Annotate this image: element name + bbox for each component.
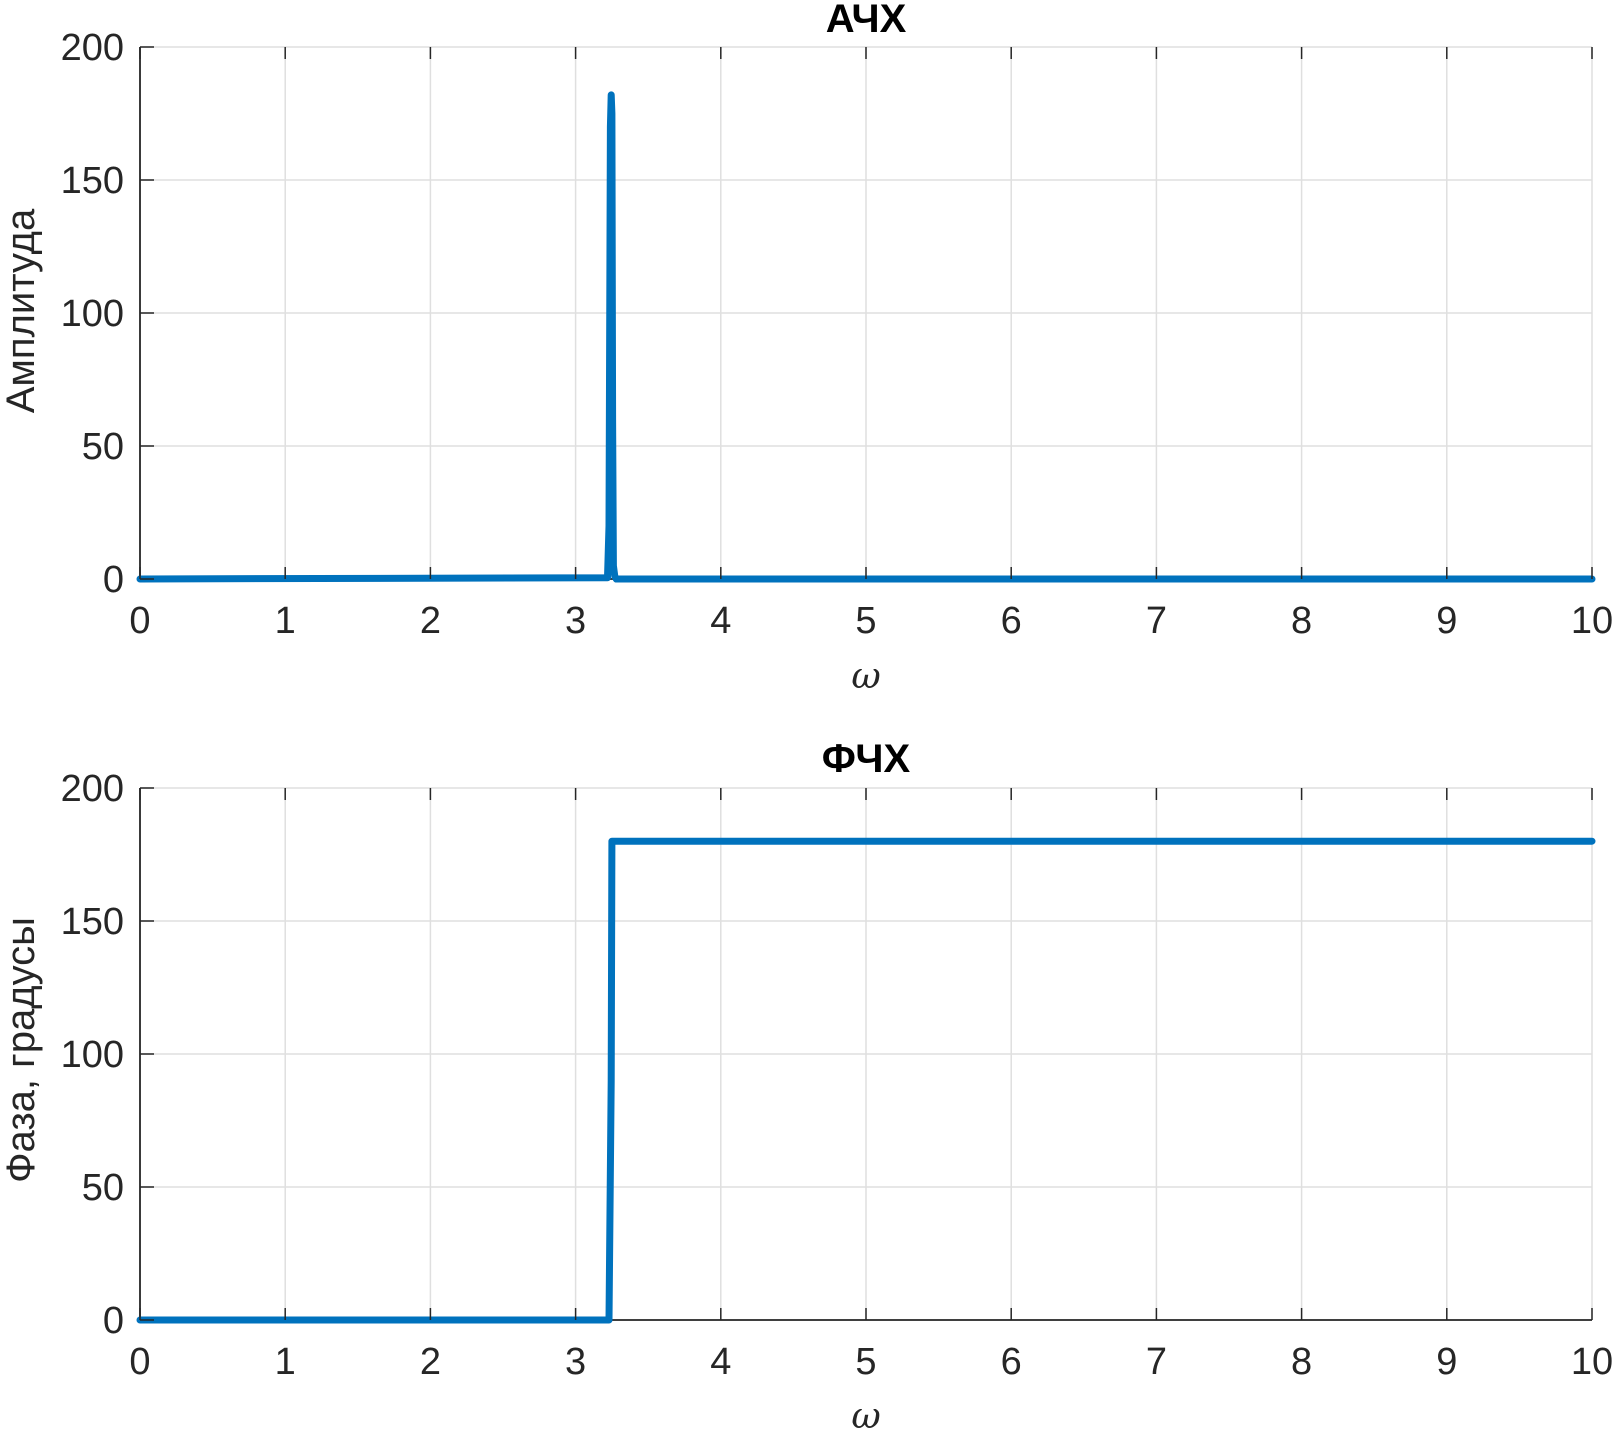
x-tick-label: 8 bbox=[1291, 600, 1312, 642]
series-line bbox=[136, 91, 1596, 583]
y-tick-label: 200 bbox=[61, 768, 124, 810]
y-tick-label: 100 bbox=[61, 1034, 124, 1076]
y-tick-label: 150 bbox=[61, 160, 124, 202]
y-tick-label: 50 bbox=[82, 426, 124, 468]
x-tick-label: 8 bbox=[1291, 1341, 1312, 1383]
x-tick-label: 10 bbox=[1571, 1341, 1613, 1383]
y-axis-label: Фаза, градусы bbox=[0, 917, 43, 1183]
grid bbox=[139, 46, 1593, 580]
y-tick-label: 0 bbox=[103, 559, 124, 601]
x-axis-label: ω bbox=[851, 656, 880, 697]
x-tick-label: 9 bbox=[1436, 600, 1457, 642]
x-tick-label: 3 bbox=[565, 600, 586, 642]
x-tick-label: 6 bbox=[1001, 600, 1022, 642]
chart-title: ФЧХ bbox=[822, 737, 911, 781]
series-line bbox=[136, 837, 1596, 1324]
y-tick-label: 0 bbox=[103, 1300, 124, 1342]
x-tick-label: 7 bbox=[1146, 1341, 1167, 1383]
series bbox=[136, 91, 1596, 583]
y-axis-label: Амплитуда bbox=[0, 208, 43, 413]
y-tick-label: 100 bbox=[61, 293, 124, 335]
x-tick-label: 6 bbox=[1001, 1341, 1022, 1383]
x-tick-label: 0 bbox=[129, 1341, 150, 1383]
x-tick-label: 10 bbox=[1571, 600, 1613, 642]
x-tick-label: 2 bbox=[420, 1341, 441, 1383]
x-tick-label: 4 bbox=[710, 1341, 731, 1383]
x-tick-label: 5 bbox=[855, 1341, 876, 1383]
x-axis-label: ω bbox=[851, 1396, 880, 1432]
x-tick-label: 9 bbox=[1436, 1341, 1457, 1383]
x-tick-label: 2 bbox=[420, 600, 441, 642]
chart-title: АЧХ bbox=[826, 0, 907, 41]
x-tick-label: 4 bbox=[710, 600, 731, 642]
grid bbox=[139, 787, 1593, 1321]
series bbox=[136, 837, 1596, 1324]
x-tick-label: 0 bbox=[129, 600, 150, 642]
x-tick-label: 1 bbox=[275, 600, 296, 642]
x-tick-label: 1 bbox=[275, 1341, 296, 1383]
x-tick-label: 7 bbox=[1146, 600, 1167, 642]
x-tick-label: 5 bbox=[855, 600, 876, 642]
y-tick-label: 50 bbox=[82, 1167, 124, 1209]
x-tick-label: 3 bbox=[565, 1341, 586, 1383]
y-tick-label: 150 bbox=[61, 901, 124, 943]
y-tick-label: 200 bbox=[61, 27, 124, 69]
